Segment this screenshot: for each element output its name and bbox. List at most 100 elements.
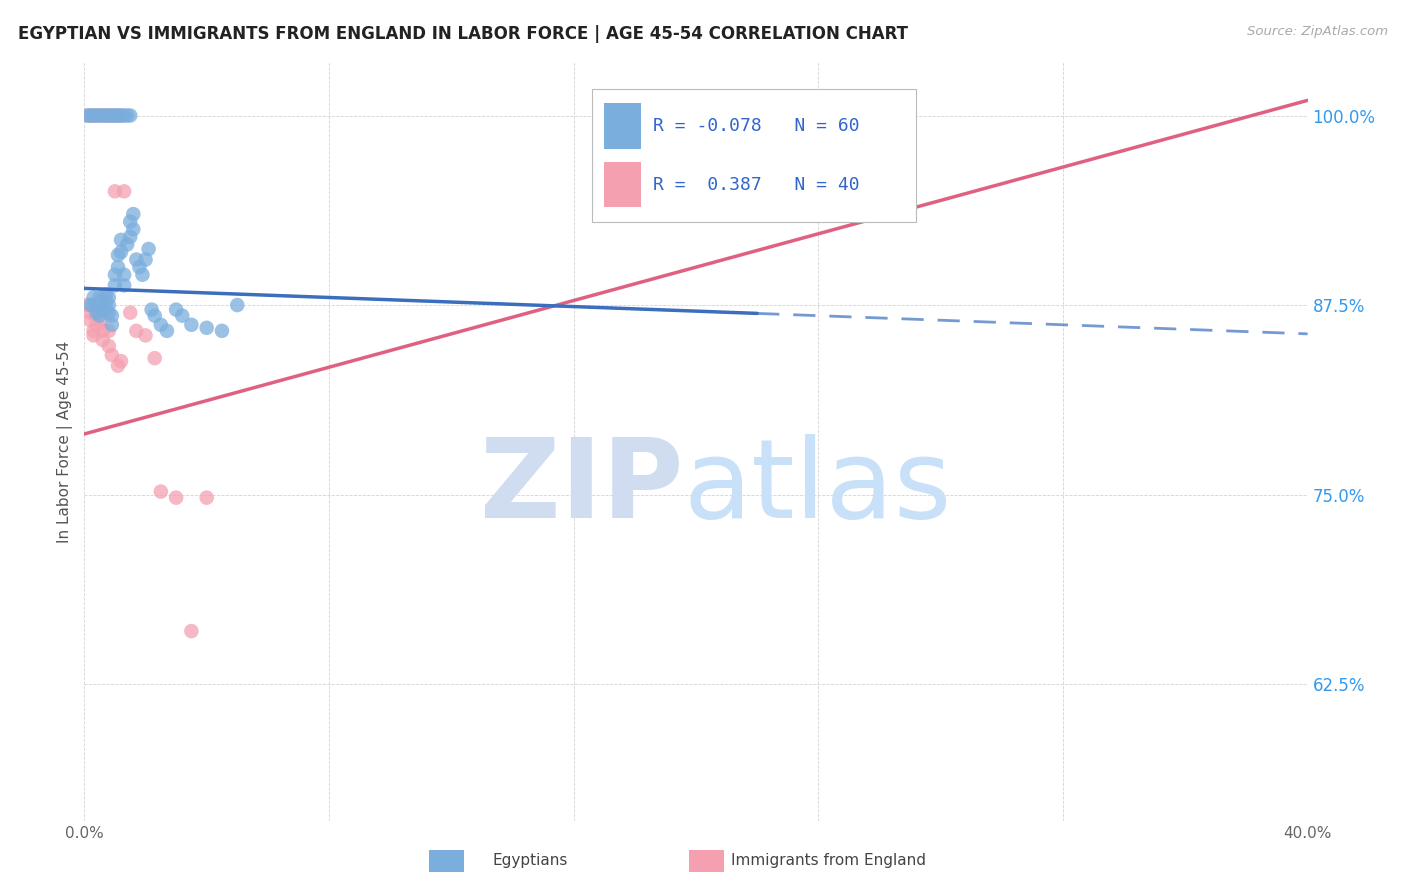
- Point: [83, 298, 105, 312]
- Point: [79, 108, 101, 122]
- Point: [149, 318, 172, 332]
- Point: [89, 298, 111, 312]
- Point: [101, 108, 124, 122]
- Point: [86, 309, 108, 323]
- Point: [172, 309, 194, 323]
- Text: Immigrants from England: Immigrants from England: [731, 854, 927, 868]
- Point: [143, 309, 166, 323]
- Point: [120, 229, 142, 244]
- Point: [107, 108, 129, 122]
- Point: [107, 248, 129, 262]
- Point: [110, 233, 132, 247]
- Point: [91, 302, 114, 317]
- Point: [86, 318, 108, 332]
- Point: [101, 318, 124, 332]
- Point: [89, 313, 111, 327]
- Point: [112, 108, 135, 122]
- Point: [165, 491, 187, 505]
- Point: [94, 296, 117, 310]
- Point: [122, 207, 145, 221]
- Point: [156, 324, 179, 338]
- Point: [115, 108, 138, 122]
- Point: [120, 214, 142, 228]
- Point: [83, 108, 105, 122]
- Point: [97, 291, 120, 305]
- Text: atlas: atlas: [683, 434, 952, 541]
- Point: [101, 348, 124, 362]
- Text: R = -0.078   N = 60: R = -0.078 N = 60: [654, 117, 860, 135]
- Point: [89, 309, 111, 323]
- Point: [97, 108, 120, 122]
- Point: [195, 491, 218, 505]
- Point: [107, 108, 129, 122]
- Point: [112, 185, 135, 199]
- Point: [101, 309, 124, 323]
- Point: [79, 305, 101, 319]
- Point: [107, 359, 129, 373]
- Point: [131, 268, 153, 282]
- Point: [149, 484, 172, 499]
- Point: [125, 252, 148, 267]
- Point: [110, 108, 132, 122]
- Point: [97, 305, 120, 319]
- Point: [91, 108, 114, 122]
- Point: [226, 298, 249, 312]
- Point: [91, 333, 114, 347]
- Point: [89, 108, 111, 122]
- Point: [86, 298, 108, 312]
- Point: [83, 108, 105, 122]
- Point: [104, 268, 127, 282]
- Point: [112, 268, 135, 282]
- Text: EGYPTIAN VS IMMIGRANTS FROM ENGLAND IN LABOR FORCE | AGE 45-54 CORRELATION CHART: EGYPTIAN VS IMMIGRANTS FROM ENGLAND IN L…: [18, 25, 908, 43]
- FancyBboxPatch shape: [592, 89, 917, 221]
- Point: [89, 108, 111, 122]
- Point: [79, 298, 101, 312]
- Point: [138, 242, 160, 256]
- Point: [141, 302, 163, 317]
- Point: [83, 324, 105, 338]
- Point: [165, 302, 187, 317]
- Point: [180, 624, 202, 638]
- Point: [115, 237, 138, 252]
- Text: Egyptians: Egyptians: [492, 854, 568, 868]
- Point: [89, 298, 111, 312]
- Text: R =  0.387   N = 40: R = 0.387 N = 40: [654, 176, 860, 194]
- Point: [101, 108, 124, 122]
- Text: Source: ZipAtlas.com: Source: ZipAtlas.com: [1247, 25, 1388, 38]
- Y-axis label: In Labor Force | Age 45-54: In Labor Force | Age 45-54: [58, 341, 73, 542]
- Point: [97, 298, 120, 312]
- Point: [104, 278, 127, 293]
- Point: [120, 108, 142, 122]
- Point: [94, 291, 117, 305]
- Point: [86, 108, 108, 122]
- Point: [104, 185, 127, 199]
- Point: [76, 108, 98, 122]
- Bar: [605, 161, 641, 207]
- Point: [89, 291, 111, 305]
- Point: [135, 328, 157, 343]
- Point: [180, 318, 202, 332]
- Point: [211, 324, 233, 338]
- Point: [94, 108, 117, 122]
- Point: [83, 291, 105, 305]
- Point: [125, 324, 148, 338]
- Point: [97, 324, 120, 338]
- Point: [110, 108, 132, 122]
- Point: [195, 320, 218, 334]
- Point: [97, 339, 120, 353]
- Point: [122, 222, 145, 236]
- Point: [94, 108, 117, 122]
- Point: [79, 313, 101, 327]
- Text: ZIP: ZIP: [481, 434, 683, 541]
- Point: [104, 108, 127, 122]
- Point: [107, 260, 129, 275]
- Point: [91, 324, 114, 338]
- Point: [83, 328, 105, 343]
- Point: [128, 260, 150, 275]
- Point: [112, 278, 135, 293]
- Point: [86, 305, 108, 319]
- Point: [94, 305, 117, 319]
- Bar: [605, 103, 641, 149]
- Point: [86, 108, 108, 122]
- Point: [76, 108, 98, 122]
